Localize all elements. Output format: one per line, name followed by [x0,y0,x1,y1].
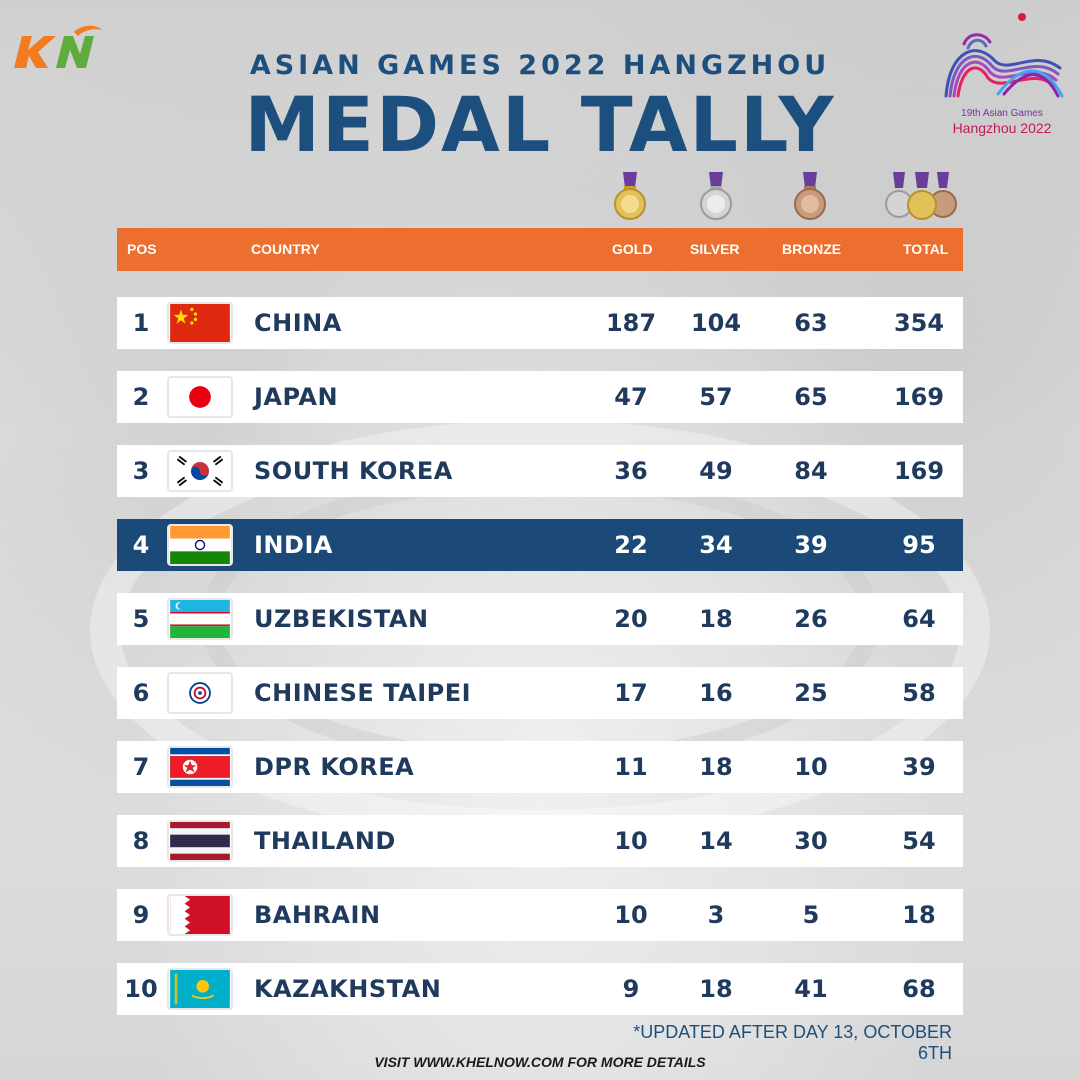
table-row: 2 JAPAN 47 57 65 169 [117,371,963,423]
table-row: 1 CHINA 187 104 63 354 [117,297,963,349]
bahrain-flag-icon [167,894,233,936]
row-total: 354 [893,309,945,337]
row-total: 39 [902,753,936,781]
row-country: DPR KOREA [254,753,415,781]
row-pos: 7 [132,753,150,781]
table-row: 5 UZBEKISTAN 20 18 26 64 [117,593,963,645]
table-header: POS COUNTRY GOLD SILVER BRONZE TOTAL [117,228,963,271]
row-bronze: 63 [794,309,828,337]
update-note: *UPDATED AFTER DAY 13, OCTOBER 6TH [633,1022,952,1063]
row-gold: 22 [614,531,648,559]
column-silver: SILVER [690,241,740,257]
china-flag-icon [167,302,233,344]
row-silver: 18 [699,753,733,781]
row-silver: 16 [699,679,733,707]
row-pos: 9 [132,901,150,929]
row-silver: 3 [707,901,725,929]
row-silver: 49 [699,457,733,485]
row-pos: 6 [132,679,150,707]
kazakhstan-flag-icon [167,968,233,1010]
row-pos: 8 [132,827,150,855]
row-total: 18 [902,901,936,929]
row-pos: 5 [132,605,150,633]
south-korea-flag-icon [167,450,233,492]
row-bronze: 30 [794,827,828,855]
row-silver: 104 [690,309,742,337]
row-gold: 20 [614,605,648,633]
uzbekistan-flag-icon [167,598,233,640]
silver-medal-icon [696,170,736,222]
table-row: 7 DPR KOREA 11 18 10 39 [117,741,963,793]
india-flag-icon [167,524,233,566]
row-country: JAPAN [254,383,339,411]
row-country: INDIA [254,531,333,559]
column-total: TOTAL [903,241,949,257]
all-medals-icon [884,170,960,222]
chinese-taipei-flag-icon [167,672,233,714]
hangzhou-2022-logo: 19th Asian Games Hangzhou 2022 [938,8,1066,138]
column-bronze: BRONZE [782,241,842,257]
column-gold: GOLD [612,241,653,257]
row-bronze: 26 [794,605,828,633]
row-pos: 1 [132,309,150,337]
row-gold: 9 [622,975,640,1003]
row-total: 58 [902,679,936,707]
row-gold: 10 [614,901,648,929]
row-bronze: 39 [794,531,828,559]
row-bronze: 84 [794,457,828,485]
bronze-medal-icon [790,170,830,222]
table-row: 6 CHINESE TAIPEI 17 16 25 58 [117,667,963,719]
row-bronze: 25 [794,679,828,707]
row-country: SOUTH KOREA [254,457,453,485]
row-bronze: 41 [794,975,828,1003]
thailand-flag-icon [167,820,233,862]
event-logo-line1: 19th Asian Games [961,108,1043,119]
japan-flag-icon [167,376,233,418]
row-total: 169 [893,457,945,485]
table-row: 9 BAHRAIN 10 3 5 18 [117,889,963,941]
row-pos: 2 [132,383,150,411]
table-row: 3 SOUTH KOREA 36 49 84 169 [117,445,963,497]
row-total: 169 [893,383,945,411]
row-pos: 10 [124,975,158,1003]
row-gold: 11 [614,753,648,781]
column-country: COUNTRY [251,241,320,257]
row-gold: 187 [605,309,657,337]
row-bronze: 5 [802,901,820,929]
row-total: 95 [902,531,936,559]
row-gold: 10 [614,827,648,855]
footer-link-text: VISIT WWW.KHELNOW.COM FOR MORE DETAILS [374,1054,706,1070]
row-gold: 36 [614,457,648,485]
row-bronze: 65 [794,383,828,411]
row-silver: 18 [699,975,733,1003]
row-country: CHINESE TAIPEI [254,679,472,707]
row-country: CHINA [254,309,342,337]
row-country: UZBEKISTAN [254,605,429,633]
gold-medal-icon [610,170,650,222]
row-total: 54 [902,827,936,855]
table-row-highlighted: 4 INDIA 22 34 39 95 [117,519,963,571]
row-country: BAHRAIN [254,901,381,929]
row-silver: 18 [699,605,733,633]
row-gold: 47 [614,383,648,411]
page-title: MEDAL TALLY [244,80,836,169]
table-row: 8 THAILAND 10 14 30 54 [117,815,963,867]
row-pos: 4 [132,531,150,559]
row-gold: 17 [614,679,648,707]
row-total: 64 [902,605,936,633]
row-pos: 3 [132,457,150,485]
table-row: 10 KAZAKHSTAN 9 18 41 68 [117,963,963,1015]
column-pos: POS [127,241,157,257]
page-subtitle: ASIAN GAMES 2022 HANGZHOU [249,50,831,81]
row-total: 68 [902,975,936,1003]
khelnow-logo [12,22,104,72]
row-silver: 14 [699,827,733,855]
row-country: KAZAKHSTAN [254,975,442,1003]
row-silver: 34 [699,531,733,559]
row-silver: 57 [699,383,733,411]
row-bronze: 10 [794,753,828,781]
row-country: THAILAND [254,827,396,855]
event-logo-line2: Hangzhou 2022 [952,120,1052,136]
dpr-korea-flag-icon [167,746,233,788]
